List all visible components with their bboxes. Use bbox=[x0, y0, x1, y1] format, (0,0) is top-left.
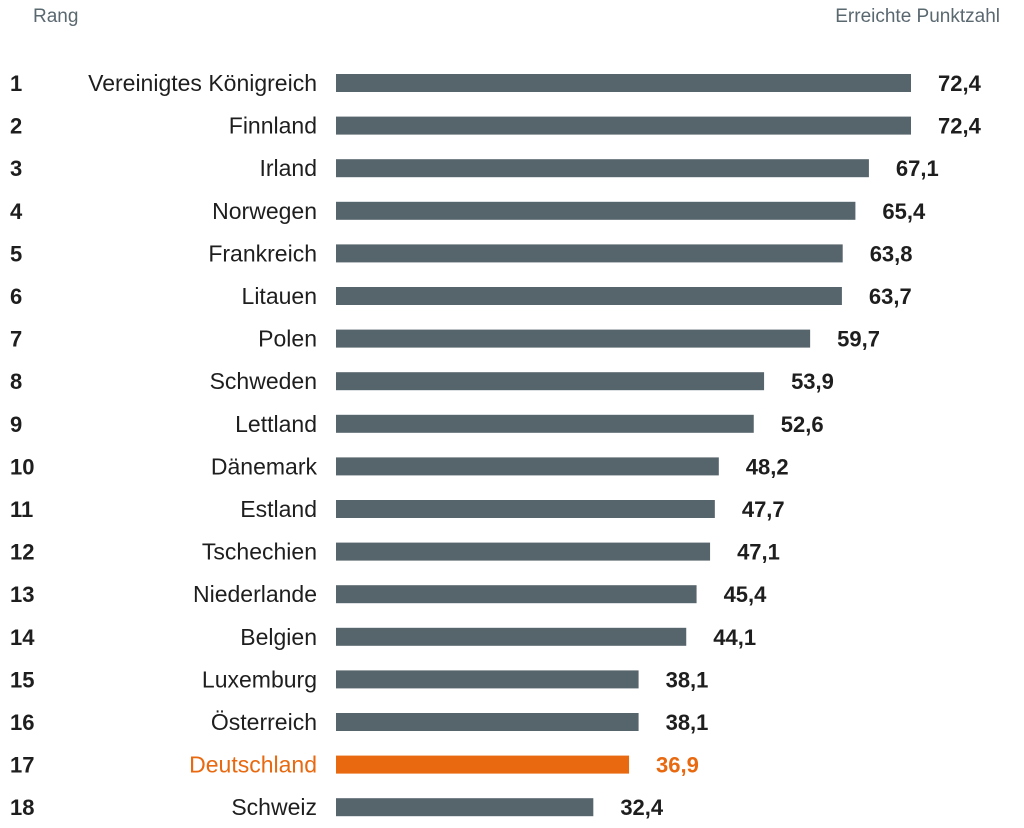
rank-label: 10 bbox=[10, 454, 34, 479]
bar bbox=[336, 244, 843, 263]
bar bbox=[336, 74, 911, 92]
rank-label: 12 bbox=[10, 540, 34, 565]
bar bbox=[336, 457, 719, 476]
rank-label: 13 bbox=[10, 582, 34, 607]
country-label: Dänemark bbox=[211, 453, 318, 479]
country-label: Luxemburg bbox=[202, 666, 317, 692]
rank-label: 6 bbox=[10, 284, 22, 309]
rank-label: 2 bbox=[10, 114, 22, 139]
value-label: 48,2 bbox=[746, 454, 789, 479]
country-label: Deutschland bbox=[189, 752, 317, 778]
country-label: Polen bbox=[258, 326, 317, 352]
rank-label: 4 bbox=[10, 199, 23, 224]
bar bbox=[336, 627, 687, 646]
bar bbox=[336, 159, 869, 178]
value-label: 38,1 bbox=[666, 710, 709, 735]
country-label: Norwegen bbox=[212, 198, 317, 224]
bar bbox=[336, 585, 697, 604]
rank-column-header: Rang bbox=[33, 6, 79, 27]
value-label: 72,4 bbox=[938, 114, 982, 139]
value-label: 72,4 bbox=[938, 71, 982, 96]
rank-label: 17 bbox=[10, 753, 34, 778]
value-label: 59,7 bbox=[837, 327, 880, 352]
score-column-header: Erreichte Punktzahl bbox=[835, 6, 1000, 27]
country-label: Belgien bbox=[240, 624, 317, 650]
country-label: Österreich bbox=[211, 709, 317, 735]
value-label: 67,1 bbox=[896, 156, 939, 181]
bar bbox=[336, 670, 639, 689]
rank-label: 15 bbox=[10, 667, 34, 692]
rank-label: 11 bbox=[10, 497, 33, 522]
value-label: 63,7 bbox=[869, 284, 912, 309]
country-label: Litauen bbox=[242, 283, 317, 309]
rank-label: 14 bbox=[10, 625, 35, 650]
rank-label: 9 bbox=[10, 412, 22, 437]
country-label: Schweiz bbox=[231, 794, 317, 820]
value-label: 47,7 bbox=[742, 497, 785, 522]
bar bbox=[336, 542, 711, 561]
bar bbox=[336, 287, 842, 305]
value-label: 52,6 bbox=[781, 412, 824, 437]
value-label: 38,1 bbox=[666, 667, 709, 692]
country-label: Schweden bbox=[210, 368, 317, 394]
value-label: 63,8 bbox=[870, 241, 913, 266]
bar bbox=[336, 329, 811, 348]
country-label: Irland bbox=[259, 155, 317, 181]
country-label: Vereinigtes Königreich bbox=[88, 70, 317, 96]
rank-label: 16 bbox=[10, 710, 34, 735]
value-label: 65,4 bbox=[882, 199, 926, 224]
country-label: Frankreich bbox=[208, 240, 317, 266]
bar bbox=[336, 798, 594, 817]
rank-label: 7 bbox=[10, 327, 22, 352]
country-label: Tschechien bbox=[202, 539, 317, 565]
rank-label: 18 bbox=[10, 795, 34, 820]
country-label: Finnland bbox=[229, 113, 317, 139]
bar bbox=[336, 201, 856, 220]
bar bbox=[336, 414, 754, 433]
rank-label: 5 bbox=[10, 241, 22, 266]
value-label: 45,4 bbox=[724, 582, 768, 607]
rank-label: 1 bbox=[10, 71, 22, 96]
bar bbox=[336, 500, 715, 518]
rank-label: 3 bbox=[10, 156, 22, 181]
rank-label: 8 bbox=[10, 369, 22, 394]
value-label: 32,4 bbox=[620, 795, 664, 820]
value-label: 36,9 bbox=[656, 753, 699, 778]
country-label: Lettland bbox=[235, 411, 317, 437]
value-label: 53,9 bbox=[791, 369, 834, 394]
bar bbox=[336, 372, 765, 391]
bar bbox=[336, 713, 639, 731]
value-label: 44,1 bbox=[713, 625, 756, 650]
country-label: Estland bbox=[240, 496, 317, 522]
country-label: Niederlande bbox=[193, 581, 317, 607]
bar bbox=[336, 755, 630, 774]
bar bbox=[336, 116, 911, 135]
value-label: 47,1 bbox=[737, 540, 780, 565]
